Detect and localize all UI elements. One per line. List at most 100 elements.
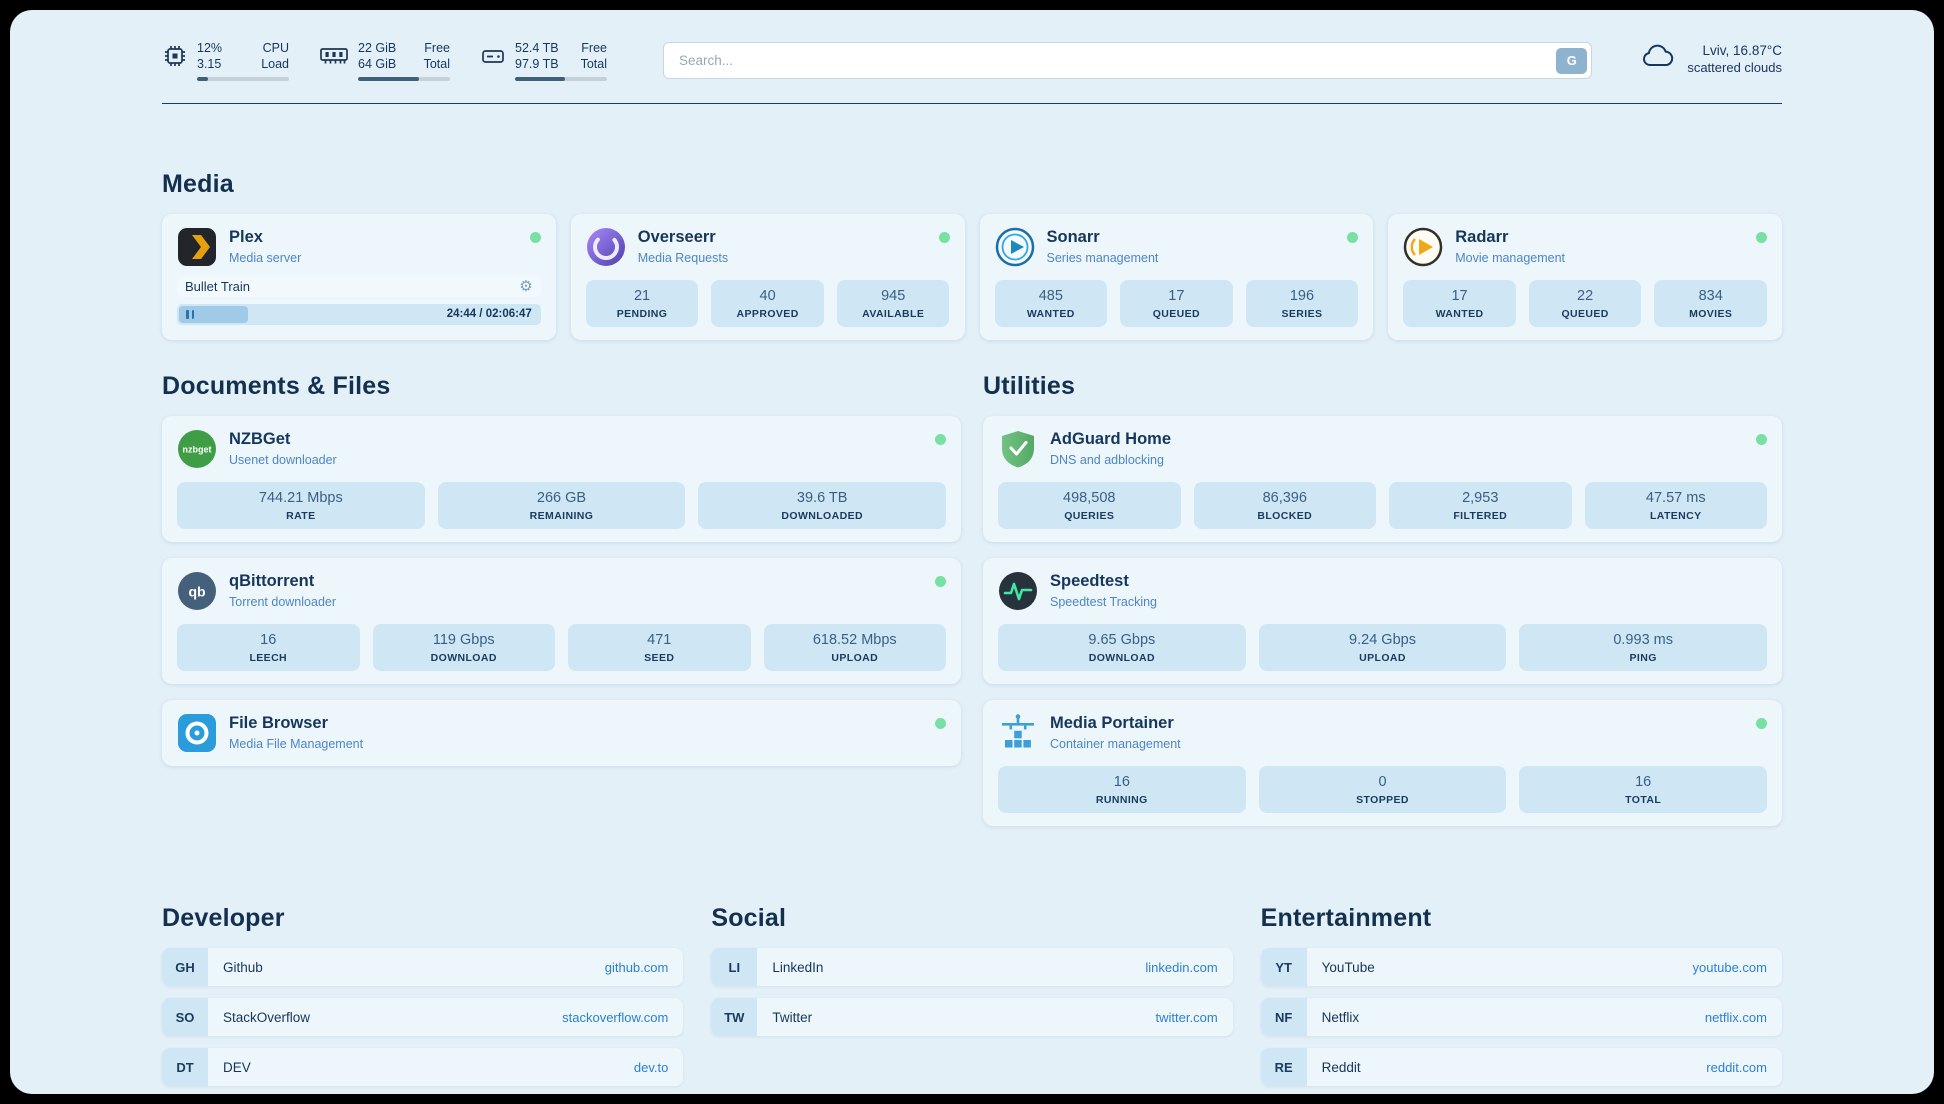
stat-label: WANTED xyxy=(1026,308,1075,320)
stat-value: 16 xyxy=(260,632,277,648)
weather-widget: Lviv, 16.87°C scattered clouds xyxy=(1640,42,1782,76)
bookmark-url[interactable]: stackoverflow.com xyxy=(562,1009,669,1025)
app-card-portainer[interactable]: Media Portainer Container management 16 … xyxy=(983,700,1782,826)
app-card-qbittorrent[interactable]: qb qBittorrent Torrent downloader 16 LEE… xyxy=(162,558,961,684)
stat-label: MOVIES xyxy=(1689,308,1733,320)
stat-label: WANTED xyxy=(1435,308,1484,320)
status-dot xyxy=(1756,434,1767,445)
app-subtitle: Media server xyxy=(229,251,302,265)
utilities-column: Utilities AdGuard Home xyxy=(983,372,1782,842)
search-input[interactable] xyxy=(663,42,1593,79)
bookmark-stackoverflow[interactable]: SO StackOverflow stackoverflow.com xyxy=(162,998,684,1036)
bookmark-abbr: SO xyxy=(162,998,208,1036)
bookmark-reddit[interactable]: RE Reddit reddit.com xyxy=(1260,1048,1782,1086)
bookmark-abbr: GH xyxy=(162,948,208,986)
status-dot xyxy=(1347,232,1359,243)
stat-total: 16 TOTAL xyxy=(1519,766,1768,813)
app-name: Overseerr xyxy=(637,228,716,246)
app-subtitle: Media File Management xyxy=(229,737,364,751)
stat-movies: 834 MOVIES xyxy=(1654,280,1767,327)
bookmarks-area: Developer GH Github github.com SO StackO… xyxy=(162,904,1782,1094)
bookmark-netflix[interactable]: NF Netflix netflix.com xyxy=(1260,998,1782,1036)
bookmark-name: Github xyxy=(223,959,263,975)
app-card-plex[interactable]: Plex Media server Bullet Train ⚙ xyxy=(162,214,556,340)
app-subtitle: Media Requests xyxy=(637,251,729,265)
stat-blocked: 86,396 BLOCKED xyxy=(1193,482,1376,529)
status-dot xyxy=(1756,232,1767,243)
stat-label: PENDING xyxy=(616,308,668,320)
app-name: Sonarr xyxy=(1046,228,1100,246)
bookmark-youtube[interactable]: YT YouTube youtube.com xyxy=(1260,948,1782,986)
bookmark-github[interactable]: GH Github github.com xyxy=(162,948,684,986)
pause-icon[interactable] xyxy=(191,310,194,319)
bookmark-url[interactable]: reddit.com xyxy=(1706,1059,1767,1075)
stat-value: 39.6 TB xyxy=(796,490,848,506)
app-card-filebrowser[interactable]: File Browser Media File Management xyxy=(162,700,961,766)
app-card-adguard[interactable]: AdGuard Home DNS and adblocking 498,508 … xyxy=(983,416,1782,542)
bookmark-url[interactable]: github.com xyxy=(604,959,669,975)
bookmark-url[interactable]: twitter.com xyxy=(1155,1009,1218,1025)
bookmark-url[interactable]: linkedin.com xyxy=(1145,959,1218,975)
app-name: Media Portainer xyxy=(1050,714,1174,732)
ram-stat: 22 GiB 64 GiB Free Total xyxy=(319,40,450,81)
cloud-icon xyxy=(1640,43,1676,76)
bookmark-url[interactable]: dev.to xyxy=(633,1059,669,1075)
bookmark-name: YouTube xyxy=(1321,959,1375,975)
disk-total-label: Total xyxy=(580,57,607,71)
bookmark-dev[interactable]: DT DEV dev.to xyxy=(162,1048,684,1086)
stat-value: 40 xyxy=(759,288,776,304)
sonarr-icon xyxy=(995,227,1035,267)
app-card-radarr[interactable]: Radarr Movie management 17 WANTED 22 QUE… xyxy=(1388,214,1782,340)
section-title-social: Social xyxy=(711,904,787,932)
search-engine-badge[interactable]: G xyxy=(1556,47,1588,74)
gear-icon[interactable]: ⚙ xyxy=(519,278,533,295)
stat-download: 9.65 Gbps DOWNLOAD xyxy=(998,624,1246,671)
bookmark-group-developer: Developer GH Github github.com SO StackO… xyxy=(162,904,684,1094)
weather-condition: scattered clouds xyxy=(1687,60,1782,75)
app-card-overseerr[interactable]: Overseerr Media Requests 21 PENDING 40 A… xyxy=(570,214,965,340)
stat-label: UPLOAD xyxy=(831,652,879,664)
app-name: NZBGet xyxy=(229,430,291,448)
app-name: AdGuard Home xyxy=(1050,430,1172,448)
stat-download: 119 Gbps DOWNLOAD xyxy=(372,624,555,671)
media-grid: Plex Media server Bullet Train ⚙ xyxy=(162,214,1782,340)
bookmark-name: DEV xyxy=(223,1059,251,1075)
plex-icon xyxy=(177,227,217,267)
stat-value: 945 xyxy=(881,288,906,304)
system-stats: 12% 3.15 CPU Load xyxy=(162,40,607,81)
ram-icon xyxy=(319,43,349,74)
app-card-nzbget[interactable]: nzbget NZBGet Usenet downloader 744.21 M… xyxy=(162,416,961,542)
ram-progress-fill xyxy=(358,77,419,81)
stat-label: DOWNLOADED xyxy=(781,510,863,522)
playback-progress-bar[interactable]: 24:44 / 02:06:47 xyxy=(177,304,541,325)
status-dot xyxy=(935,434,946,445)
ram-free-label: Free xyxy=(424,41,450,55)
stat-remaining: 266 GB REMAINING xyxy=(437,482,686,529)
stat-value: 21 xyxy=(633,288,651,304)
pause-icon[interactable] xyxy=(186,310,189,319)
bookmark-name: LinkedIn xyxy=(772,959,824,975)
stat-label: LATENCY xyxy=(1649,510,1702,522)
svg-text:qb: qb xyxy=(188,584,205,600)
bookmark-url[interactable]: youtube.com xyxy=(1692,959,1767,975)
stat-value: 834 xyxy=(1698,288,1723,304)
load-label: Load xyxy=(261,57,289,71)
status-dot xyxy=(938,232,950,243)
app-card-speedtest[interactable]: Speedtest Speedtest Tracking 9.65 Gbps D… xyxy=(983,558,1782,684)
stat-value: 498,508 xyxy=(1063,490,1116,506)
status-dot xyxy=(935,576,946,587)
stat-value: 266 GB xyxy=(536,490,587,506)
bookmark-linkedin[interactable]: LI LinkedIn linkedin.com xyxy=(711,948,1233,986)
bookmark-abbr: RE xyxy=(1260,1048,1307,1086)
bookmark-twitter[interactable]: TW Twitter twitter.com xyxy=(711,998,1233,1036)
stat-value: 47.57 ms xyxy=(1645,490,1706,506)
app-card-sonarr[interactable]: Sonarr Series management 485 WANTED 17 Q… xyxy=(979,214,1374,340)
stat-label: SERIES xyxy=(1281,308,1323,320)
stat-label: QUERIES xyxy=(1064,510,1115,522)
stat-label: SEED xyxy=(644,652,675,664)
bookmark-abbr: TW xyxy=(711,998,758,1036)
app-subtitle: Movie management xyxy=(1455,251,1566,265)
dashboard-surface: 12% 3.15 CPU Load xyxy=(10,10,1934,1094)
bookmark-url[interactable]: netflix.com xyxy=(1704,1009,1767,1025)
app-subtitle: Speedtest Tracking xyxy=(1050,595,1158,609)
